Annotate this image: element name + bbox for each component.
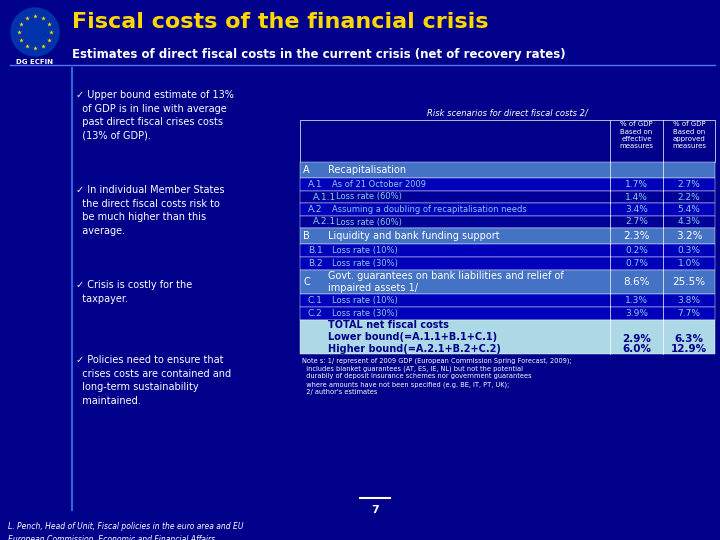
Text: 3.8%: 3.8%: [678, 296, 701, 305]
Text: Assuming a doubling of recapitalisation needs: Assuming a doubling of recapitalisation …: [332, 205, 527, 214]
FancyBboxPatch shape: [300, 270, 715, 294]
Text: 12.9%: 12.9%: [671, 344, 707, 354]
Text: B.2: B.2: [308, 259, 323, 268]
Text: B.1: B.1: [308, 246, 323, 255]
Text: 8.6%: 8.6%: [624, 277, 649, 287]
Text: A.2: A.2: [308, 205, 323, 214]
FancyBboxPatch shape: [300, 320, 715, 354]
Text: C.2: C.2: [308, 309, 323, 318]
Text: 1.4%: 1.4%: [625, 192, 648, 201]
Text: Liquidity and bank funding support: Liquidity and bank funding support: [328, 231, 500, 241]
Text: 3.2%: 3.2%: [676, 231, 702, 241]
Text: DG ECFIN: DG ECFIN: [17, 59, 53, 65]
Text: Loss rate (30%): Loss rate (30%): [332, 259, 398, 268]
Text: TOTAL net fiscal costs
Lower bound(=A.1.1+B.1+C.1)
Higher bound(=A.2.1+B.2+C.2): TOTAL net fiscal costs Lower bound(=A.1.…: [328, 320, 501, 354]
FancyBboxPatch shape: [300, 120, 715, 162]
Text: Note s: 1/ represent of 2009 GDP (European Commission Spring Forecast, 2009);: Note s: 1/ represent of 2009 GDP (Europe…: [302, 357, 572, 363]
Text: A.1.1: A.1.1: [313, 192, 336, 201]
Text: Loss rate (10%): Loss rate (10%): [332, 296, 397, 305]
FancyBboxPatch shape: [300, 307, 715, 320]
Text: ✓ Upper bound estimate of 13%
  of GDP is in line with average
  past direct fis: ✓ Upper bound estimate of 13% of GDP is …: [76, 90, 234, 141]
Text: ✓ Crisis is costly for the
  taxpayer.: ✓ Crisis is costly for the taxpayer.: [76, 280, 192, 303]
Text: 0.3%: 0.3%: [678, 246, 701, 255]
Text: durabily of deposit insurance schemes nor government guarantees: durabily of deposit insurance schemes no…: [302, 373, 531, 379]
Text: % of GDP
Based on
approved
measures: % of GDP Based on approved measures: [672, 121, 706, 150]
Circle shape: [11, 8, 59, 56]
Text: A.2.1: A.2.1: [313, 218, 336, 226]
Text: C: C: [303, 277, 310, 287]
FancyBboxPatch shape: [300, 257, 715, 270]
Text: 2.2%: 2.2%: [678, 192, 701, 201]
Text: 0.2%: 0.2%: [625, 246, 648, 255]
Text: 1.3%: 1.3%: [625, 296, 648, 305]
Text: Loss rate (60%): Loss rate (60%): [336, 218, 402, 226]
Text: Estimates of direct fiscal costs in the current crisis (net of recovery rates): Estimates of direct fiscal costs in the …: [72, 48, 566, 61]
Text: 2.7%: 2.7%: [625, 218, 648, 226]
Text: Risk scenarios for direct fiscal costs 2/: Risk scenarios for direct fiscal costs 2…: [427, 109, 588, 118]
Text: 5.4%: 5.4%: [678, 205, 701, 214]
Text: where amounts have not been specified (e.g. BE, IT, PT, UK);: where amounts have not been specified (e…: [302, 381, 509, 388]
Text: 2.3%: 2.3%: [624, 231, 649, 241]
Text: 0.7%: 0.7%: [625, 259, 648, 268]
Text: 6.3%: 6.3%: [675, 334, 703, 344]
Text: A.1: A.1: [308, 180, 323, 189]
Text: 3.4%: 3.4%: [625, 205, 648, 214]
FancyBboxPatch shape: [300, 162, 715, 178]
Text: Loss rate (10%): Loss rate (10%): [332, 246, 397, 255]
Text: 7: 7: [371, 505, 379, 515]
Text: 1.7%: 1.7%: [625, 180, 648, 189]
Text: 4.3%: 4.3%: [678, 218, 701, 226]
Text: Loss rate (30%): Loss rate (30%): [332, 309, 398, 318]
Text: Loss rate (60%): Loss rate (60%): [336, 192, 402, 201]
FancyBboxPatch shape: [300, 228, 715, 244]
Text: A: A: [303, 165, 310, 175]
Text: Fiscal costs of the financial crisis: Fiscal costs of the financial crisis: [72, 12, 488, 32]
Text: As of 21 October 2009: As of 21 October 2009: [332, 180, 426, 189]
Text: 2/ author's estimates: 2/ author's estimates: [302, 389, 377, 395]
Text: L. Pench, Head of Unit, Fiscal policies in the euro area and EU
European Commiss: L. Pench, Head of Unit, Fiscal policies …: [8, 522, 243, 540]
Text: 2.7%: 2.7%: [678, 180, 701, 189]
Text: 7.7%: 7.7%: [678, 309, 701, 318]
Text: includes blanket guarantees (AT, ES, IE, NL) but not the potential: includes blanket guarantees (AT, ES, IE,…: [302, 365, 523, 372]
FancyBboxPatch shape: [300, 244, 715, 257]
Text: 1.0%: 1.0%: [678, 259, 701, 268]
Text: % of GDP
Based on
effective
measures: % of GDP Based on effective measures: [619, 121, 654, 150]
Text: ✓ Policies need to ensure that
  crises costs are contained and
  long-term sust: ✓ Policies need to ensure that crises co…: [76, 355, 231, 406]
Text: 2.9%: 2.9%: [622, 334, 651, 344]
Text: Recapitalisation: Recapitalisation: [328, 165, 406, 175]
Text: B: B: [303, 231, 310, 241]
Text: ✓ In individual Member States
  the direct fiscal costs risk to
  be much higher: ✓ In individual Member States the direct…: [76, 185, 225, 236]
Text: C.1: C.1: [308, 296, 323, 305]
FancyBboxPatch shape: [300, 178, 715, 191]
FancyBboxPatch shape: [300, 191, 715, 203]
FancyBboxPatch shape: [300, 203, 715, 216]
FancyBboxPatch shape: [300, 216, 715, 228]
Text: 3.9%: 3.9%: [625, 309, 648, 318]
Text: 25.5%: 25.5%: [672, 277, 706, 287]
FancyBboxPatch shape: [300, 294, 715, 307]
Text: Govt. guarantees on bank liabilities and relief of
impaired assets 1/: Govt. guarantees on bank liabilities and…: [328, 271, 564, 293]
Text: 6.0%: 6.0%: [622, 344, 651, 354]
